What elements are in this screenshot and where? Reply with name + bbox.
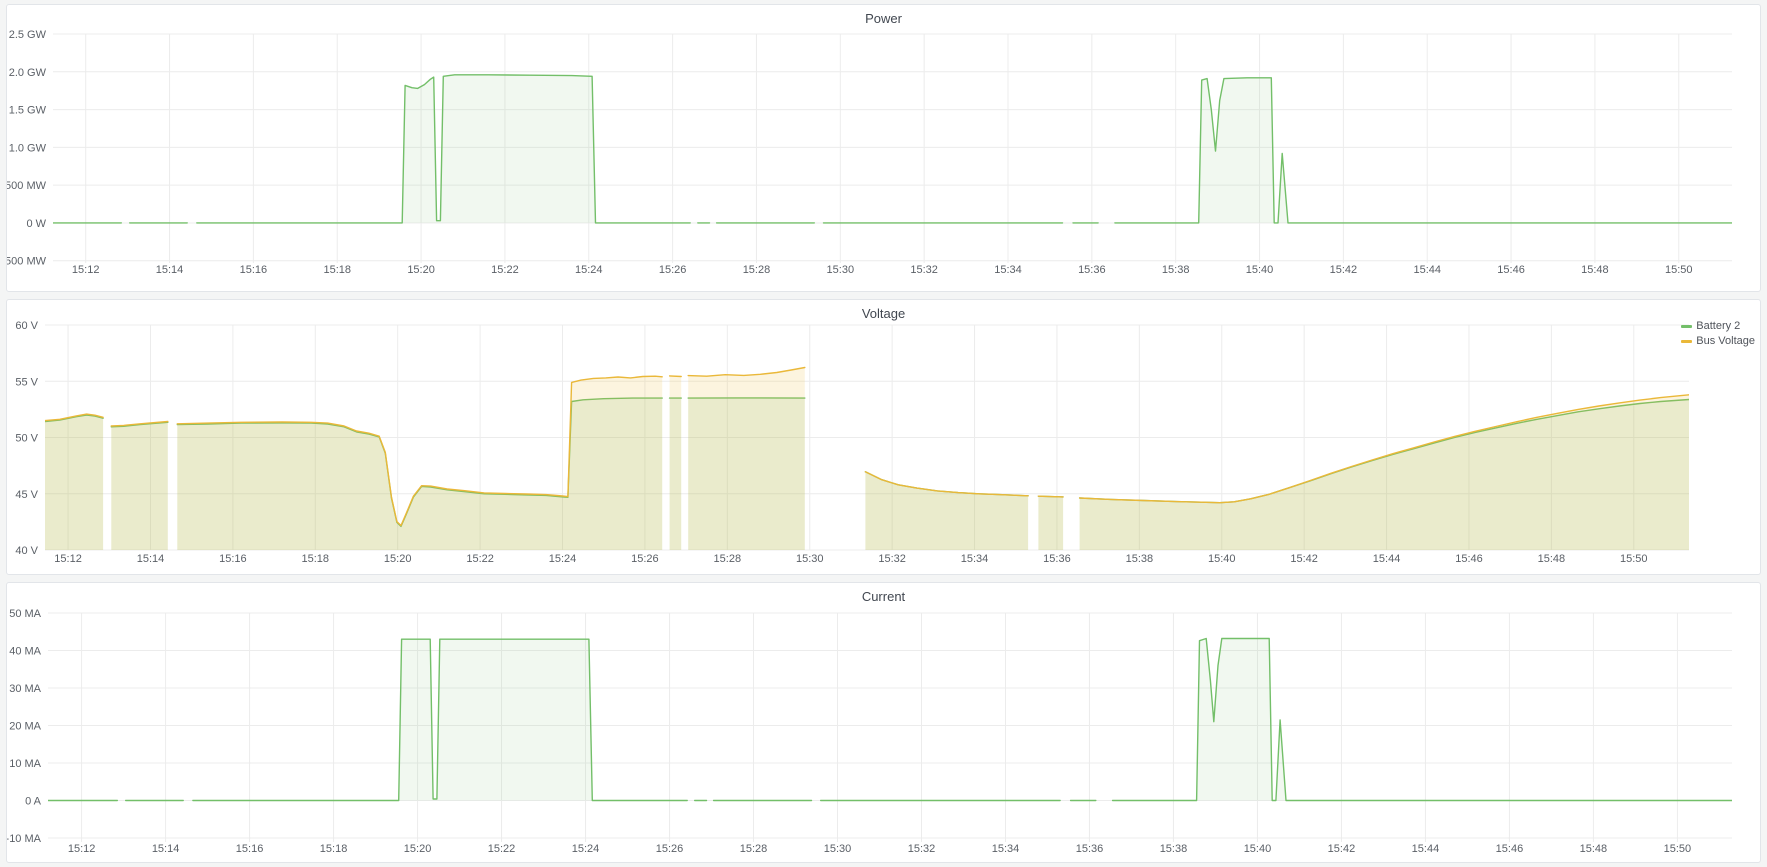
current-chart[interactable]: 50 MA 40 MA 30 MA 20 MA 10 MA 0 A -10 MA 15:12 1… — [7, 583, 1760, 861]
svg-text:40 V: 40 V — [15, 545, 38, 557]
svg-text:15:32: 15:32 — [910, 264, 938, 276]
svg-text:2.5 GW: 2.5 GW — [9, 29, 47, 41]
svg-text:15:48: 15:48 — [1580, 843, 1608, 855]
legend-item-battery-2[interactable]: Battery 2 — [1681, 320, 1755, 333]
svg-text:15:38: 15:38 — [1162, 264, 1190, 276]
svg-text:15:40: 15:40 — [1244, 843, 1272, 855]
svg-text:15:20: 15:20 — [407, 264, 435, 276]
svg-text:15:24: 15:24 — [549, 553, 577, 565]
svg-text:15:18: 15:18 — [302, 553, 330, 565]
svg-text:15:36: 15:36 — [1078, 264, 1106, 276]
battery-2-series-swatch — [1681, 325, 1693, 328]
svg-text:-500 MW: -500 MW — [7, 256, 47, 268]
svg-text:30 MA: 30 MA — [9, 683, 41, 695]
legend-label-battery-2: Battery 2 — [1696, 320, 1741, 332]
panel-voltage: Voltage Battery 2 Bus Voltage 60 V 55 V 50… — [6, 299, 1761, 575]
svg-text:15:24: 15:24 — [572, 843, 600, 855]
svg-text:10 MA: 10 MA — [9, 758, 41, 770]
svg-text:15:26: 15:26 — [659, 264, 687, 276]
svg-text:15:46: 15:46 — [1497, 264, 1525, 276]
svg-text:15:12: 15:12 — [72, 264, 100, 276]
svg-text:15:34: 15:34 — [961, 553, 989, 565]
svg-text:15:48: 15:48 — [1538, 553, 1566, 565]
svg-text:50 V: 50 V — [15, 433, 38, 445]
svg-text:15:22: 15:22 — [488, 843, 516, 855]
panel-title-power[interactable]: Power — [865, 11, 902, 26]
power-chart[interactable]: 2.5 GW 2.0 GW 1.5 GW 1.0 GW 500 MW 0 W -500 MW… — [7, 5, 1760, 289]
svg-text:15:18: 15:18 — [323, 264, 351, 276]
bus-voltage-series-swatch — [1681, 340, 1693, 343]
svg-text:15:40: 15:40 — [1246, 264, 1274, 276]
svg-text:15:16: 15:16 — [236, 843, 264, 855]
svg-text:15:34: 15:34 — [992, 843, 1020, 855]
svg-text:15:22: 15:22 — [491, 264, 519, 276]
svg-text:2.0 GW: 2.0 GW — [9, 67, 47, 79]
svg-text:15:32: 15:32 — [878, 553, 906, 565]
svg-text:15:34: 15:34 — [994, 264, 1022, 276]
svg-text:15:26: 15:26 — [656, 843, 684, 855]
svg-text:15:28: 15:28 — [743, 264, 771, 276]
svg-text:50 MA: 50 MA — [9, 608, 41, 620]
svg-text:15:50: 15:50 — [1620, 553, 1648, 565]
svg-text:15:24: 15:24 — [575, 264, 603, 276]
svg-text:1.5 GW: 1.5 GW — [9, 105, 47, 117]
svg-text:15:20: 15:20 — [404, 843, 432, 855]
svg-text:15:14: 15:14 — [152, 843, 180, 855]
svg-text:15:50: 15:50 — [1665, 264, 1693, 276]
svg-text:15:16: 15:16 — [219, 553, 247, 565]
svg-text:0 W: 0 W — [26, 218, 46, 230]
legend-label-bus-voltage: Bus Voltage — [1696, 335, 1755, 347]
svg-text:40 MA: 40 MA — [9, 645, 41, 657]
svg-text:15:44: 15:44 — [1412, 843, 1440, 855]
svg-text:-10 MA: -10 MA — [7, 833, 42, 845]
svg-text:15:36: 15:36 — [1043, 553, 1071, 565]
svg-text:15:14: 15:14 — [156, 264, 184, 276]
svg-text:15:46: 15:46 — [1455, 553, 1483, 565]
svg-text:15:30: 15:30 — [796, 553, 824, 565]
svg-text:20 MA: 20 MA — [9, 720, 41, 732]
svg-text:15:28: 15:28 — [740, 843, 768, 855]
svg-text:1.0 GW: 1.0 GW — [9, 142, 47, 154]
svg-text:15:46: 15:46 — [1496, 843, 1524, 855]
svg-text:15:44: 15:44 — [1373, 553, 1401, 565]
svg-text:15:28: 15:28 — [714, 553, 742, 565]
svg-text:45 V: 45 V — [15, 489, 38, 501]
svg-text:15:26: 15:26 — [631, 553, 659, 565]
svg-text:15:38: 15:38 — [1126, 553, 1154, 565]
svg-text:15:42: 15:42 — [1290, 553, 1318, 565]
svg-text:500 MW: 500 MW — [7, 180, 47, 192]
voltage-legend: Battery 2 Bus Voltage — [1681, 320, 1755, 348]
svg-text:15:36: 15:36 — [1076, 843, 1104, 855]
svg-text:15:30: 15:30 — [827, 264, 855, 276]
svg-text:15:42: 15:42 — [1330, 264, 1358, 276]
svg-text:15:22: 15:22 — [466, 553, 494, 565]
svg-text:15:48: 15:48 — [1581, 264, 1609, 276]
svg-text:15:12: 15:12 — [54, 553, 82, 565]
svg-text:55 V: 55 V — [15, 376, 38, 388]
panel-current: Current 50 MA 40 MA 30 MA 20 MA 10 MA 0 A -10 … — [6, 582, 1761, 863]
panel-title-voltage[interactable]: Voltage — [861, 306, 906, 321]
voltage-chart[interactable]: 60 V 55 V 50 V 45 V 40 V 15:12 15:14 15:16 15:18… — [7, 300, 1760, 574]
svg-text:15:50: 15:50 — [1664, 843, 1692, 855]
svg-text:15:40: 15:40 — [1208, 553, 1236, 565]
svg-text:15:30: 15:30 — [824, 843, 852, 855]
svg-text:15:16: 15:16 — [240, 264, 268, 276]
svg-text:15:14: 15:14 — [137, 553, 165, 565]
svg-text:15:32: 15:32 — [908, 843, 936, 855]
panel-power: Power 2.5 GW 2.0 GW 1.5 GW 1.0 GW 500 MW 0 W -… — [6, 4, 1761, 292]
svg-text:15:20: 15:20 — [384, 553, 412, 565]
svg-text:15:18: 15:18 — [320, 843, 348, 855]
svg-text:15:38: 15:38 — [1160, 843, 1188, 855]
svg-text:15:42: 15:42 — [1328, 843, 1356, 855]
panel-title-current[interactable]: Current — [861, 589, 906, 604]
svg-text:0 A: 0 A — [25, 795, 42, 807]
svg-text:15:12: 15:12 — [68, 843, 96, 855]
legend-item-bus-voltage[interactable]: Bus Voltage — [1681, 335, 1755, 348]
svg-text:60 V: 60 V — [15, 320, 38, 332]
svg-text:15:44: 15:44 — [1413, 264, 1441, 276]
